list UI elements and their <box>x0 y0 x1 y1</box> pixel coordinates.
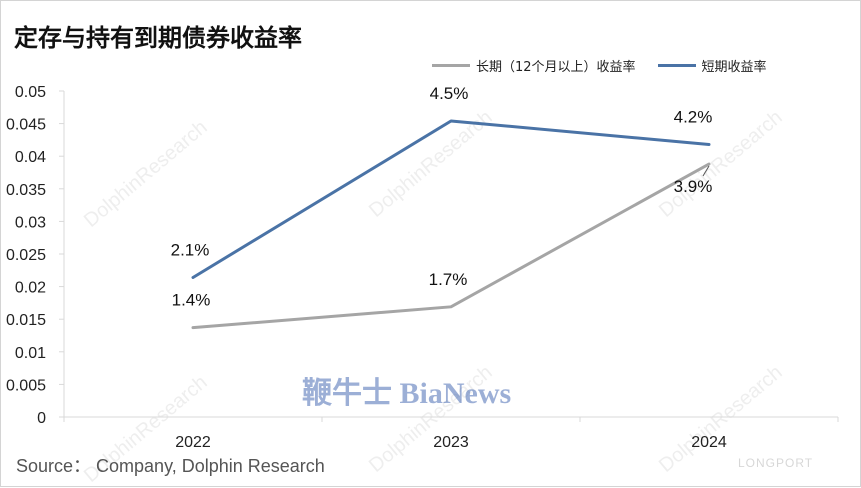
y-tick-label: 0.04 <box>15 149 46 166</box>
y-tick-label: 0 <box>37 410 46 427</box>
data-label: 4.5% <box>430 84 469 103</box>
x-tick-label: 2023 <box>433 434 469 451</box>
y-tick-label: 0.015 <box>6 312 46 329</box>
data-label: 2.1% <box>171 240 210 259</box>
y-tick-label: 0.01 <box>15 345 46 362</box>
x-tick-label: 2022 <box>175 434 211 451</box>
series-line-long-term <box>193 164 709 328</box>
data-label: 1.7% <box>429 270 468 289</box>
series-line-short-term <box>193 121 709 277</box>
x-tick-label: 2024 <box>691 434 727 451</box>
source-note: Source： Company, Dolphin Research <box>16 452 325 478</box>
y-tick-label: 0.045 <box>6 117 46 134</box>
data-label: 3.9% <box>674 177 713 196</box>
y-tick-label: 0.02 <box>15 280 46 297</box>
data-label: 1.4% <box>172 291 211 310</box>
y-tick-label: 0.025 <box>6 247 46 264</box>
y-tick-label: 0.035 <box>6 182 46 199</box>
y-tick-label: 0.005 <box>6 377 46 394</box>
corner-watermark: LONGPORT <box>738 456 813 470</box>
y-tick-label: 0.03 <box>15 214 46 231</box>
y-tick-label: 0.05 <box>15 84 46 101</box>
data-label: 4.2% <box>674 107 713 126</box>
